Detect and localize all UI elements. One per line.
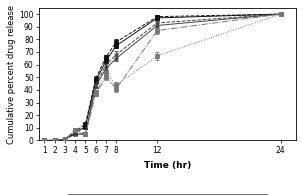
Legend: Eudragit L-100 (1:5), Eudragit L-100 (1:10), Eudragit S-100 (1:5), Eudragit S-10: Eudragit L-100 (1:5), Eudragit L-100 (1:…: [67, 194, 268, 195]
X-axis label: Time (hr): Time (hr): [144, 160, 191, 169]
Y-axis label: Cumulative percent drug release: Cumulative percent drug release: [8, 4, 16, 144]
